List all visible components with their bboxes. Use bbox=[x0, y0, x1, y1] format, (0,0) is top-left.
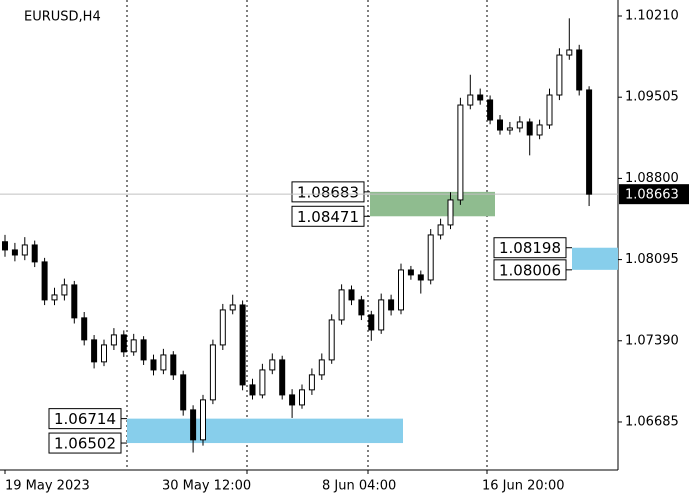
candle-body bbox=[269, 359, 276, 371]
candle-body bbox=[180, 374, 187, 411]
candle-body bbox=[170, 354, 177, 376]
candle-body bbox=[586, 89, 593, 195]
candle-body bbox=[407, 269, 414, 276]
zone-label-box bbox=[493, 237, 567, 259]
candle-body bbox=[378, 299, 385, 331]
zone-label: 1.06502 bbox=[54, 435, 116, 453]
candle-body bbox=[91, 339, 98, 363]
zone-label-box bbox=[48, 432, 122, 454]
candle-body bbox=[249, 384, 256, 396]
candle-body bbox=[308, 374, 315, 391]
zone-label: 1.08006 bbox=[499, 261, 561, 279]
candle-body bbox=[130, 339, 137, 353]
zone-label: 1.06714 bbox=[54, 410, 116, 428]
candle-body bbox=[427, 234, 434, 281]
candle-body bbox=[556, 54, 563, 96]
candle-body bbox=[338, 289, 345, 321]
candle-body bbox=[110, 334, 117, 346]
candle-body bbox=[41, 261, 48, 301]
candle-body bbox=[506, 127, 513, 131]
candle-body bbox=[51, 294, 58, 301]
zone bbox=[127, 418, 403, 444]
candle-body bbox=[101, 344, 107, 363]
candle-body bbox=[566, 49, 573, 56]
candle-body bbox=[71, 284, 78, 319]
zone-label: 1.08683 bbox=[297, 183, 359, 201]
chart-title: EURUSD,H4 bbox=[24, 10, 101, 25]
candle-body bbox=[546, 94, 553, 126]
candle-body bbox=[526, 121, 533, 136]
candle-body bbox=[190, 409, 197, 441]
zone-label-box bbox=[291, 181, 365, 203]
period-separators bbox=[126, 0, 488, 470]
candle-body bbox=[348, 289, 355, 301]
candle-body bbox=[259, 369, 266, 396]
price-label-box bbox=[619, 184, 689, 205]
candle-body bbox=[437, 224, 444, 236]
candle-body bbox=[487, 99, 494, 121]
candle-body bbox=[318, 359, 325, 376]
candle-body bbox=[299, 389, 305, 406]
x-tick-label: 8 Jun 04:00 bbox=[322, 479, 396, 494]
candle-body bbox=[457, 104, 464, 201]
candle-body bbox=[229, 304, 236, 311]
zone-label: 1.08198 bbox=[499, 239, 561, 257]
candle-body bbox=[150, 359, 157, 371]
candle-body bbox=[239, 304, 246, 386]
price-label: 1.08663 bbox=[625, 188, 679, 203]
candle-body bbox=[11, 249, 18, 256]
y-tick-label: 1.09505 bbox=[625, 90, 679, 105]
candle-body bbox=[219, 309, 226, 346]
candle-body bbox=[477, 94, 484, 101]
candle-body bbox=[279, 359, 286, 396]
candle-body bbox=[358, 299, 365, 316]
x-tick-label: 30 May 12:00 bbox=[162, 479, 251, 494]
candle-body bbox=[398, 269, 404, 311]
y-tick-label: 1.08095 bbox=[625, 252, 679, 267]
candle-body bbox=[2, 241, 8, 251]
candle-body bbox=[200, 399, 206, 441]
candle-body bbox=[120, 334, 127, 353]
candle-body bbox=[31, 244, 38, 263]
y-tick-label: 1.10210 bbox=[625, 9, 679, 24]
candle-body bbox=[417, 274, 424, 281]
zone-label: 1.08471 bbox=[297, 208, 359, 226]
candle-body bbox=[497, 119, 503, 131]
y-tick-label: 1.07390 bbox=[625, 333, 679, 348]
candle-body bbox=[209, 344, 216, 401]
candle-body bbox=[467, 94, 474, 106]
candle-body bbox=[388, 299, 395, 311]
candle-body bbox=[576, 49, 583, 91]
candle-body bbox=[447, 199, 454, 226]
zone bbox=[370, 191, 495, 217]
candle-body bbox=[328, 319, 335, 361]
candle-body bbox=[536, 124, 543, 136]
x-tick-label: 16 Jun 20:00 bbox=[482, 479, 565, 494]
y-tick-label: 1.08800 bbox=[625, 171, 679, 186]
candle-body bbox=[140, 339, 147, 361]
candle-body bbox=[21, 244, 28, 256]
zone-label-box bbox=[291, 205, 365, 227]
zone-label-box bbox=[493, 259, 567, 281]
x-tick-label: 19 May 2023 bbox=[5, 479, 90, 494]
zone-label-box bbox=[48, 408, 122, 430]
zone bbox=[572, 247, 618, 270]
candle-body bbox=[516, 121, 523, 129]
candle-body bbox=[61, 284, 68, 296]
candle-body bbox=[160, 354, 167, 371]
y-tick-label: 1.06685 bbox=[625, 414, 679, 429]
candle-body bbox=[289, 394, 296, 406]
candle-body bbox=[81, 317, 88, 341]
candle-body bbox=[368, 314, 375, 331]
